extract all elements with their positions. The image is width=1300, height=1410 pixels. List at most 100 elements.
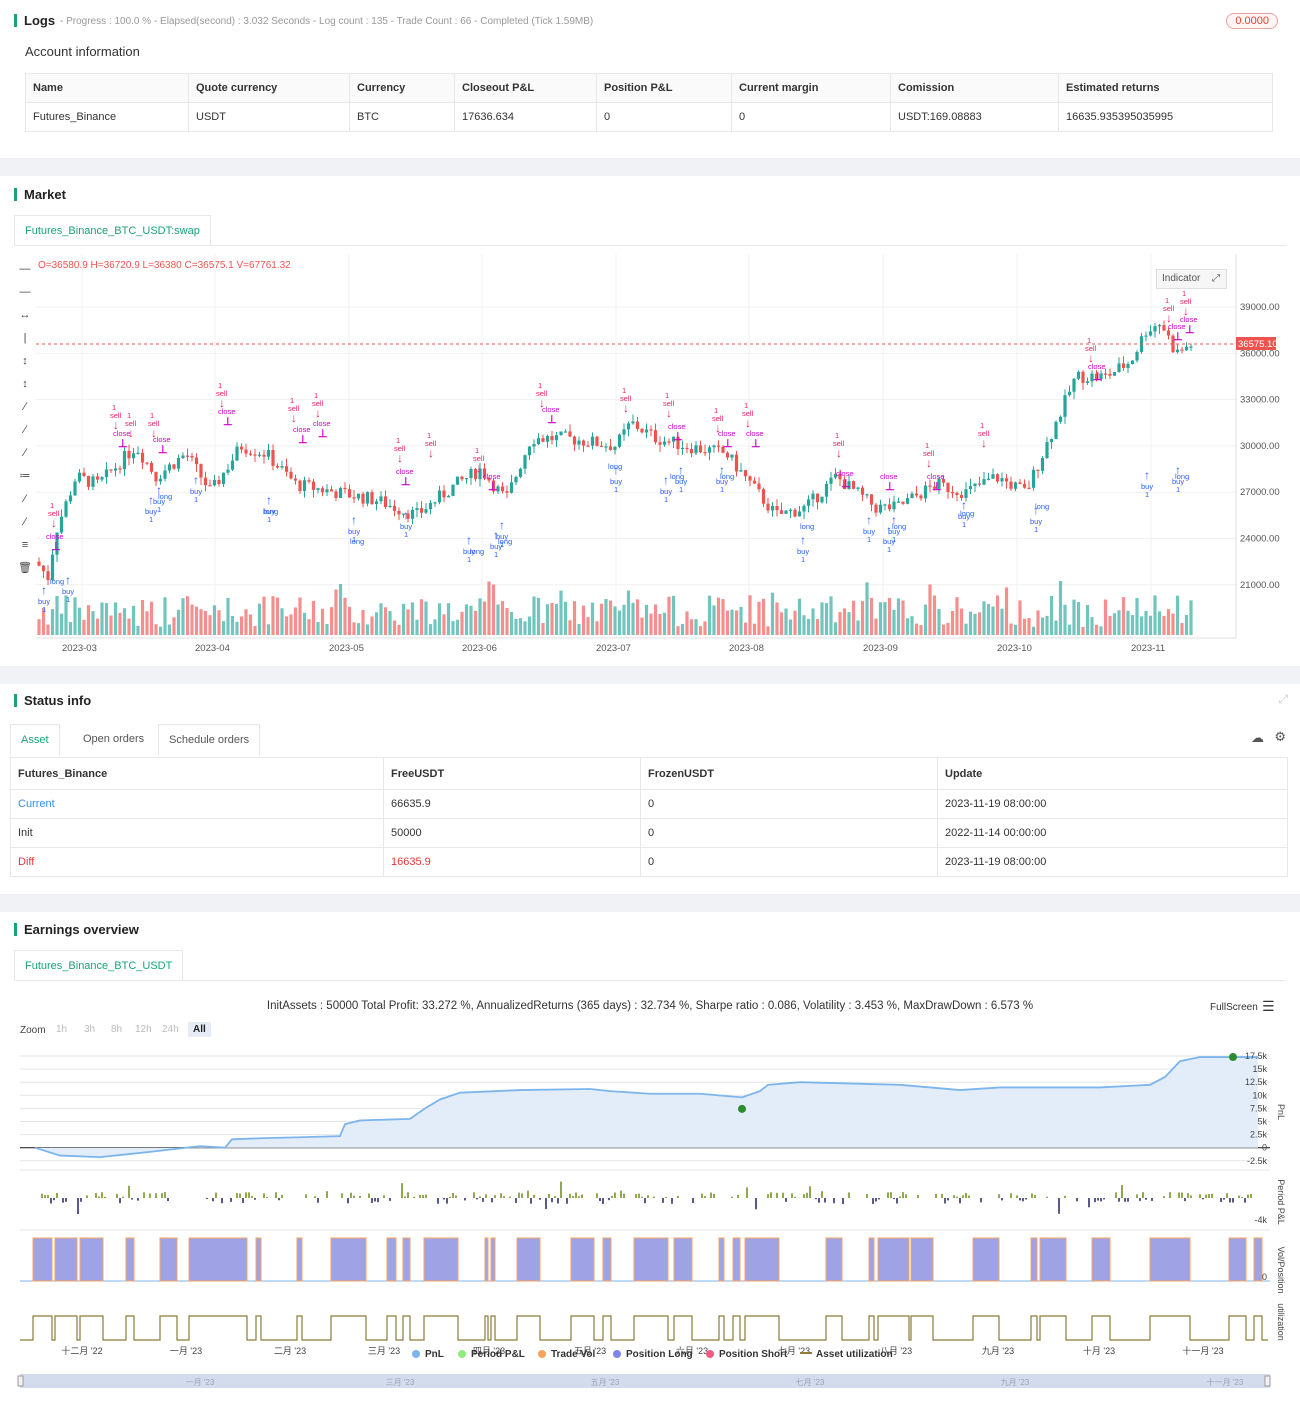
- col-exchange: Futures_Binance: [10, 757, 384, 790]
- long-label: long: [498, 537, 512, 546]
- time-tick-label: 2023-09: [863, 643, 898, 654]
- candle-body: [343, 487, 347, 490]
- legend-asset-utilization[interactable]: Asset utilization: [800, 1349, 893, 1360]
- candle-body: [851, 481, 856, 489]
- tab-asset[interactable]: Asset: [10, 724, 60, 755]
- candle-body: [374, 501, 379, 505]
- time-tick-label: 2023-08: [729, 643, 764, 654]
- volume-bar: [554, 603, 559, 635]
- extended-line-icon[interactable]: ↔: [19, 309, 31, 321]
- period-pnl-bar: [353, 1195, 355, 1198]
- tab-market-symbol[interactable]: Futures_Binance_BTC_USDT:swap: [14, 215, 211, 246]
- volume-bar: [1027, 618, 1031, 635]
- candle-body: [820, 496, 824, 503]
- candle-body: [527, 446, 532, 456]
- navigator-handle-left[interactable]: [17, 1375, 24, 1387]
- vertical-ray-icon[interactable]: ↕: [22, 355, 28, 367]
- price-range-icon[interactable]: ≔: [19, 470, 31, 482]
- horizontal-line-icon[interactable]: —: [19, 263, 31, 275]
- ray-line-icon[interactable]: ∕: [24, 424, 26, 436]
- gear-icon[interactable]: ⚙: [1274, 729, 1286, 744]
- volume-bar: [928, 584, 932, 635]
- fib-retracement-icon[interactable]: ≡: [21, 539, 29, 551]
- candle-body: [932, 486, 937, 489]
- fullscreen-button[interactable]: FullScreen: [1210, 1002, 1258, 1013]
- cloud-download-icon[interactable]: ☁: [1251, 730, 1264, 745]
- buy-label: buy: [190, 487, 202, 496]
- candle-body: [415, 508, 419, 511]
- earnings-title: Earnings overview: [14, 922, 139, 937]
- period-pnl-bar: [785, 1198, 787, 1202]
- menu-icon[interactable]: ☰: [1262, 998, 1275, 1014]
- candle-body: [167, 464, 172, 471]
- long-label: long: [960, 509, 974, 518]
- position-long-block: [1149, 1237, 1191, 1282]
- period-pnl-bar: [404, 1196, 406, 1198]
- candle-body: [230, 460, 235, 470]
- zoom-8h-button[interactable]: 8h: [111, 1024, 123, 1035]
- signal-qty: 1: [801, 555, 805, 564]
- candle-body: [905, 498, 910, 504]
- legend-short-label: Position Short: [719, 1349, 788, 1360]
- tab-open-orders[interactable]: Open orders: [73, 724, 155, 754]
- candle-body: [284, 466, 289, 472]
- buy-arrow-icon: ↑: [1175, 463, 1181, 477]
- candle-body: [1009, 481, 1013, 489]
- zoom-all-button[interactable]: All: [188, 1022, 211, 1037]
- legend-position-short[interactable]: Position Short: [706, 1349, 787, 1360]
- period-pnl-bar: [143, 1192, 145, 1198]
- fib-icon[interactable]: ∕: [24, 516, 26, 528]
- volume-bar: [586, 617, 590, 635]
- volume-bar: [235, 621, 239, 635]
- volume-bar: [568, 620, 572, 635]
- parallel-channel-icon[interactable]: ∕: [24, 493, 26, 505]
- horizontal-ray-icon[interactable]: —: [19, 286, 31, 298]
- period-pnl-bar: [77, 1198, 79, 1214]
- candle-body: [248, 453, 253, 455]
- candle-body: [838, 473, 842, 480]
- col-estimated-returns: Estimated returns: [1058, 73, 1273, 103]
- candle-body: [707, 447, 712, 453]
- period-pnl-bar: [848, 1192, 850, 1198]
- candle-body: [149, 462, 154, 472]
- indicator-button[interactable]: Indicator ⤢: [1156, 269, 1227, 289]
- extended-trend-icon[interactable]: ∕: [24, 447, 26, 459]
- sell-arrow-icon: ↓: [113, 418, 119, 432]
- close-icon[interactable]: ⤢: [1278, 692, 1288, 706]
- legend-period-pnl[interactable]: Period P&L: [458, 1349, 525, 1360]
- signal-qty: 1: [404, 530, 408, 539]
- period-pnl-bar: [425, 1194, 427, 1198]
- sell-arrow-icon: ↓: [666, 406, 672, 420]
- period-pnl-bar: [374, 1198, 376, 1202]
- legend-pnl[interactable]: PnL: [412, 1349, 444, 1360]
- period-pnl-bar: [212, 1198, 214, 1202]
- candle-body: [397, 510, 401, 515]
- tab-schedule-orders[interactable]: Schedule orders: [158, 724, 261, 755]
- navigator-handle-right[interactable]: [1264, 1375, 1271, 1387]
- tab-earnings-symbol[interactable]: Futures_Binance_BTC_USDT: [14, 950, 184, 981]
- candle-body: [55, 532, 59, 555]
- status-title: Status info: [14, 693, 91, 708]
- col-current-margin: Current margin: [731, 73, 891, 103]
- zoom-12h-button[interactable]: 12h: [135, 1024, 152, 1035]
- candle-body: [982, 479, 986, 485]
- period-pnl-bar: [875, 1198, 877, 1202]
- trend-line-icon[interactable]: ∕: [24, 401, 26, 413]
- volume-bar: [248, 614, 253, 635]
- vertical-line-icon[interactable]: |: [23, 332, 27, 344]
- trash-icon[interactable]: 🗑: [18, 562, 32, 574]
- legend-position-long[interactable]: Position Long: [613, 1349, 693, 1360]
- volume-bar: [388, 611, 392, 635]
- volume-bar: [752, 623, 757, 635]
- legend-trade-vol[interactable]: Trade Vol: [538, 1349, 595, 1360]
- navigator-track[interactable]: [20, 1374, 1270, 1388]
- zoom-1h-button[interactable]: 1h: [56, 1024, 68, 1035]
- volume-bar: [968, 611, 973, 635]
- sell-label: sell: [394, 444, 406, 453]
- period-pnl-bar: [980, 1198, 982, 1203]
- volume-bar: [1144, 610, 1148, 635]
- zoom-3h-button[interactable]: 3h: [84, 1024, 96, 1035]
- buy-arrow-icon: ↑: [65, 573, 71, 587]
- zoom-24h-button[interactable]: 24h: [162, 1024, 179, 1035]
- vertical-extended-icon[interactable]: ↕: [22, 378, 28, 390]
